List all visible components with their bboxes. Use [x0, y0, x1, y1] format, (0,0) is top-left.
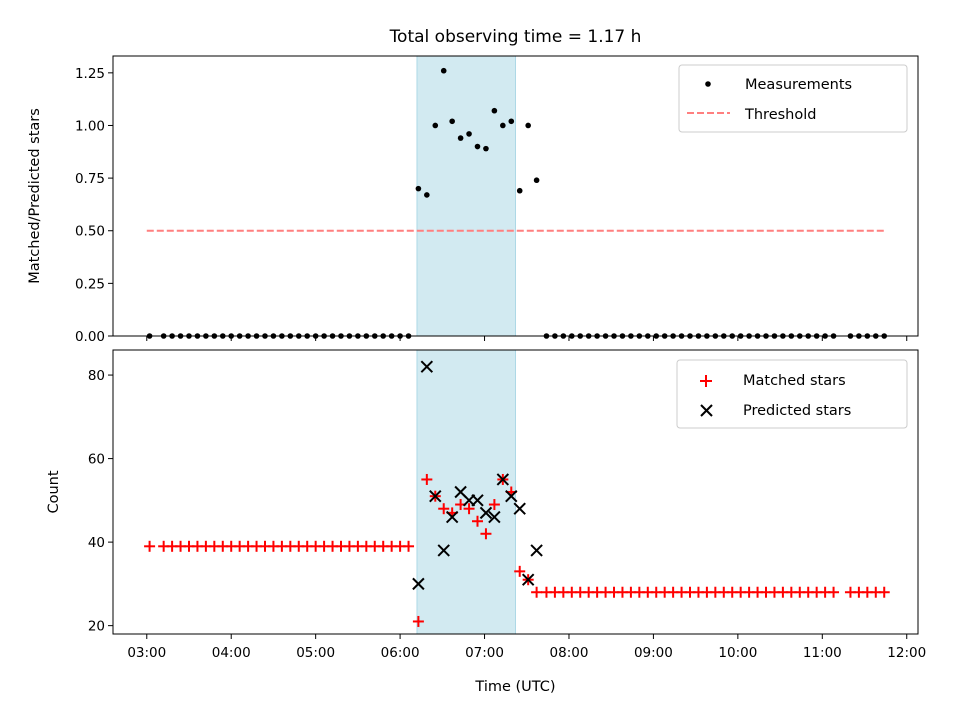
x-axis-label: Time (UTC) — [474, 679, 555, 695]
measurement-point — [457, 135, 464, 141]
top-highlight-span — [416, 55, 517, 337]
matched-star-marker — [828, 586, 840, 598]
bottom-y-axis-label: Count — [46, 470, 62, 513]
matched-star-marker — [144, 540, 156, 552]
y-tick-label: 80 — [88, 368, 105, 384]
x-tick-label: 07:00 — [465, 645, 504, 661]
matched-star-marker — [438, 503, 450, 515]
y-tick-label: 0.75 — [75, 171, 105, 187]
predicted-star-marker — [530, 544, 543, 557]
matched-star-marker — [514, 565, 526, 577]
top-legend: Measurements Threshold — [678, 64, 908, 133]
measurement-point — [525, 122, 531, 129]
y-tick-label: 0.00 — [75, 329, 105, 345]
predicted-star-marker — [429, 489, 442, 503]
measurement-point — [483, 145, 489, 152]
y-tick-label: 1.25 — [75, 66, 105, 82]
legend-matched-label: Matched stars — [743, 373, 846, 389]
bottom-x-ticks: 03:00 04:00 05:00 06:00 07:00 08:00 09:00 10:00… — [127, 634, 926, 661]
bottom-legend-box — [676, 359, 908, 429]
matched-star-marker — [488, 499, 500, 511]
bottom-legend: Matched stars Predicted stars — [676, 359, 908, 429]
measurement-point — [491, 107, 498, 114]
y-tick-label: 1.00 — [75, 118, 105, 134]
predicted-star-marker — [479, 506, 493, 520]
y-tick-label: 0.50 — [75, 224, 105, 240]
predicted-star-marker — [505, 489, 518, 503]
matched-star-marker — [412, 615, 424, 627]
predicted-star-marker — [412, 577, 425, 591]
legend-measurements-label: Measurements — [745, 77, 852, 93]
x-tick-label: 04:00 — [212, 645, 251, 661]
y-tick-label: 0.25 — [75, 276, 105, 292]
matched-star-marker — [403, 540, 415, 552]
top-panel: 0.00 0.25 0.50 0.75 1.00 1.25 Total observing… — [27, 27, 919, 345]
legend-matched-marker — [700, 375, 712, 387]
chart-title: Total observing time = 1.17 h — [389, 27, 642, 47]
predicted-star-marker — [521, 573, 535, 586]
measurement-point — [533, 177, 540, 184]
measurement-point — [449, 118, 455, 125]
top-y-ticks: 0.00 0.25 0.50 0.75 1.00 1.25 — [75, 66, 113, 345]
predicted-star-marker — [437, 544, 450, 557]
predicted-star-marker — [420, 360, 434, 373]
x-tick-label: 11:00 — [803, 645, 842, 661]
measurement-point — [508, 118, 515, 125]
top-axes-frame — [112, 55, 919, 337]
top-x-ticks — [146, 336, 908, 341]
measurement-point — [500, 122, 506, 129]
measurement-point — [432, 122, 439, 129]
matched-star-marker — [463, 503, 475, 515]
matched-star-marker — [878, 586, 890, 598]
measurement-point — [474, 143, 481, 150]
predicted-star-marker — [471, 494, 484, 507]
x-tick-label: 05:00 — [296, 645, 335, 661]
legend-predicted-marker — [700, 404, 713, 417]
top-y-axis-label: Matched/Predicted stars — [27, 108, 43, 284]
measurement-point — [516, 187, 523, 194]
bottom-axes-frame — [112, 349, 919, 635]
x-tick-label: 03:00 — [127, 645, 166, 661]
legend-threshold-label: Threshold — [744, 107, 816, 123]
matched-star-marker — [472, 515, 484, 527]
predicted-star-marker — [513, 502, 526, 515]
x-tick-label: 08:00 — [550, 645, 589, 661]
measurement-point — [440, 67, 447, 74]
bottom-y-ticks: 20 40 60 80 — [88, 368, 113, 635]
predicted-star-marker — [488, 510, 501, 524]
x-tick-label: 10:00 — [718, 645, 757, 661]
y-tick-label: 20 — [88, 619, 105, 635]
x-tick-label: 12:00 — [887, 645, 926, 661]
measurement-point — [415, 185, 422, 192]
bottom-highlight-span — [416, 349, 517, 635]
predicted-star-marker — [496, 473, 510, 486]
y-tick-label: 60 — [88, 452, 105, 468]
legend-predicted-label: Predicted stars — [743, 403, 851, 419]
x-tick-label: 09:00 — [634, 645, 673, 661]
x-tick-label: 06:00 — [381, 645, 420, 661]
matched-star-marker — [480, 528, 492, 540]
bottom-marks — [144, 360, 890, 627]
measurement-point — [466, 131, 472, 137]
top-legend-box — [678, 64, 908, 133]
legend-measurements-marker — [705, 81, 711, 87]
matched-star-marker — [421, 473, 433, 485]
matched-star-marker — [531, 586, 543, 598]
y-tick-label: 40 — [88, 535, 105, 551]
measurement-point — [424, 192, 430, 198]
predicted-star-marker — [445, 510, 459, 524]
